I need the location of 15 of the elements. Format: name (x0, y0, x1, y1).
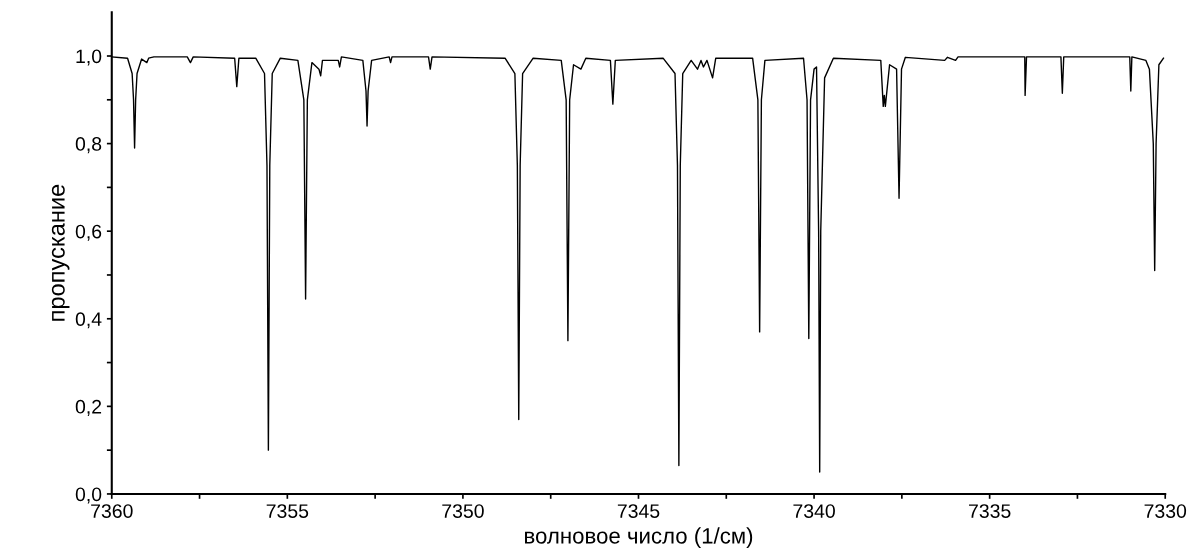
x-tick-label: 7335 (969, 504, 1011, 518)
y-tick-label: 1,0 (76, 49, 102, 66)
y-tick-label: 0,8 (75, 137, 102, 154)
x-axis-title: волновое число (1/см) (525, 527, 753, 549)
x-tick-label: 7350 (442, 504, 484, 518)
y-axis-title: пропускание (51, 184, 70, 321)
x-tick-label: 7330 (1144, 504, 1187, 518)
x-tick-label: 7360 (91, 504, 133, 518)
x-tick-label: 7345 (617, 504, 660, 518)
y-tick-label: 0,0 (75, 487, 102, 504)
y-tick-label: 0,6 (75, 224, 102, 241)
x-tick-label: 7340 (793, 504, 835, 518)
y-tick-label: 0,2 (75, 399, 102, 416)
x-tick-label: 7355 (266, 504, 309, 518)
y-tick-label: 0,4 (75, 312, 102, 329)
